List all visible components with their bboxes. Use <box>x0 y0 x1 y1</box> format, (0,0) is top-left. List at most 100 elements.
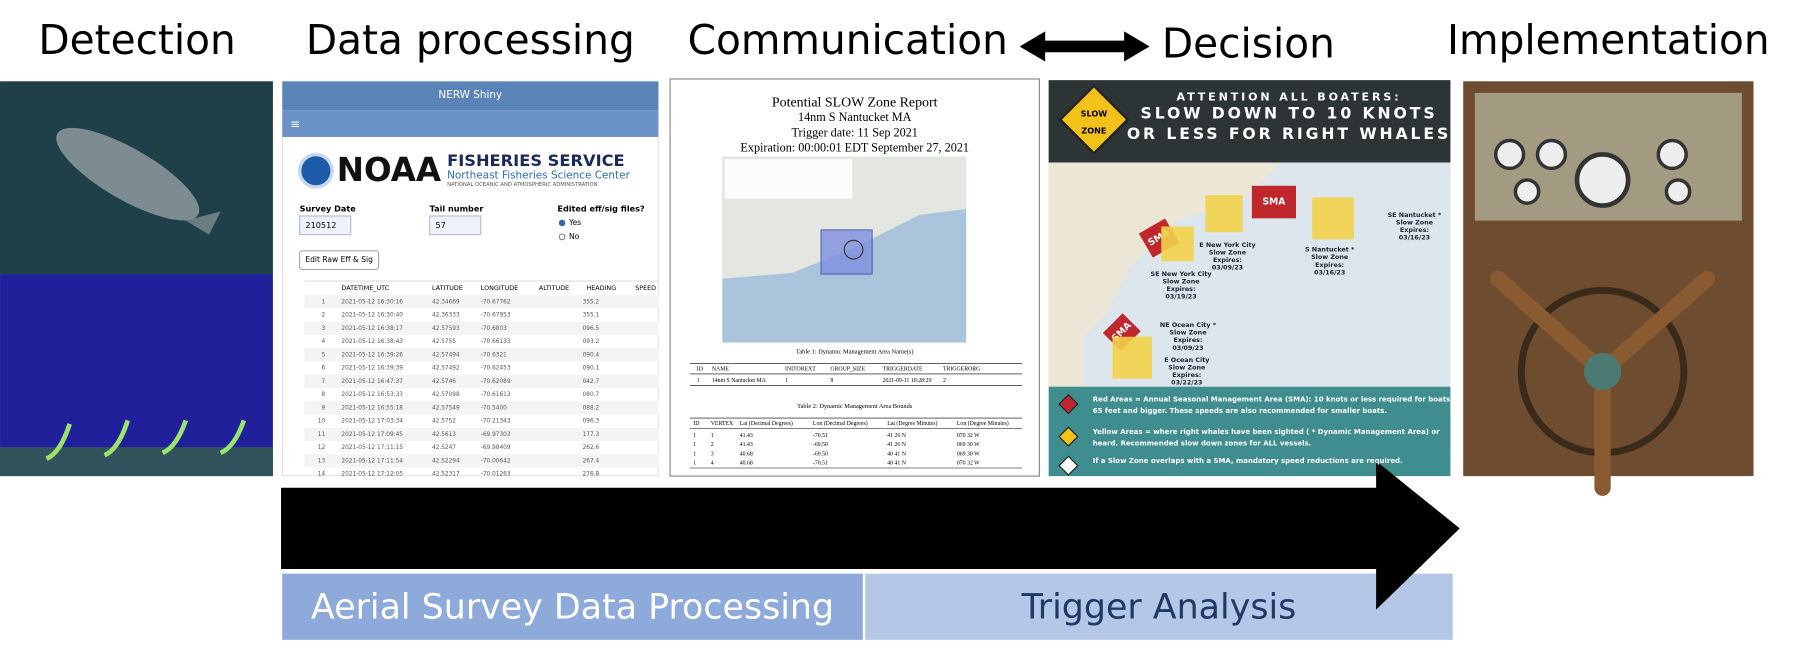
sighting <box>843 239 864 260</box>
button-label: Edit Raw Eff & Sig <box>305 255 373 264</box>
table-caption: Table 2: Dynamic Management Area Bounds <box>797 403 913 410</box>
table-cell: 42.57494 <box>432 352 460 358</box>
table-cell: 5 <box>321 352 325 358</box>
column-header: ALTITUDE <box>539 284 569 292</box>
table-cell: 080.7 <box>583 392 600 398</box>
table-header: Lat (Decimal Degrees) <box>740 420 793 427</box>
stage-heading: Implementation <box>1447 16 1770 64</box>
table-cell: 42.57098 <box>432 392 460 398</box>
sma-rect <box>1102 313 1141 352</box>
legend-text: Yellow Areas = where right whales have b… <box>1092 428 1440 436</box>
column-header: LATITUDE <box>432 284 463 292</box>
table-cell: 262.6 <box>583 445 600 451</box>
slow-zone <box>1205 195 1243 233</box>
zone-label: Slow Zone <box>1169 329 1207 337</box>
table-cell: 42.57549 <box>432 405 460 411</box>
field-value: 210512 <box>305 220 336 230</box>
table-cell: 42.52317 <box>432 472 460 478</box>
table-cell: 2021-05-12 16:53:33 <box>341 392 403 398</box>
table-cell: 3 <box>321 326 325 332</box>
gauge <box>1574 152 1631 208</box>
table-header: TRIGGERDATE <box>883 367 923 373</box>
row-stripe <box>304 321 659 336</box>
table-cell: 2021-05-12 16:39:26 <box>341 352 403 358</box>
report-title: Potential SLOW Zone Report <box>772 96 938 111</box>
spectrogram <box>0 274 273 477</box>
field-input <box>299 215 352 236</box>
row-stripe <box>304 454 659 468</box>
table-cell: 355.1 <box>583 313 600 319</box>
column-header: DATETIME_UTC <box>341 284 389 292</box>
table-cell: 8 <box>321 392 325 398</box>
table-cell: 7 <box>321 379 325 385</box>
table-cell: 090.1 <box>583 366 600 372</box>
table-cell: 4 <box>321 339 325 345</box>
spokes <box>1489 270 1716 496</box>
slow-zone-box <box>820 229 873 275</box>
table-cell: 355.2 <box>583 299 600 305</box>
table-caption: Table 1: Dynamic Management Area Name(s) <box>796 348 914 355</box>
table-header: VERTEX <box>711 421 734 427</box>
zone-label: Expires: <box>1400 226 1429 234</box>
legend-text: heard. Recommended slow down zones for A… <box>1093 440 1312 448</box>
table-cell: 1 <box>711 433 714 439</box>
zone-label: 03/16/23 <box>1399 233 1430 241</box>
table-cell: 069 30 W <box>957 451 980 457</box>
row-stripe <box>304 427 659 441</box>
table-cell: 042.7 <box>583 379 600 385</box>
table-cell: 40.68 <box>740 461 753 467</box>
table-header: GROUP_SIZE <box>830 367 865 373</box>
legend-icon <box>1058 394 1079 415</box>
double-arrow <box>1019 31 1150 62</box>
button <box>299 250 380 270</box>
zone-label: 03/09/23 <box>1212 264 1243 272</box>
sma-label: SMA <box>1262 197 1286 208</box>
zone-label: S Nantucket * <box>1305 246 1355 254</box>
column-header: SPEED <box>635 284 656 292</box>
table-cell: -70.67953 <box>481 313 511 319</box>
app-title: NERW Shiny <box>438 89 502 101</box>
radio <box>558 233 566 241</box>
table-cell: 1 <box>785 378 788 384</box>
shiny-app: NERW Shiny ≡ NOAA FISHERIES SERVICENortheas… <box>282 81 659 478</box>
spectrogram-band <box>0 447 273 477</box>
table-cell: 177.3 <box>583 432 600 438</box>
table-cell: -69.50 <box>813 442 828 448</box>
table-cell: 070 32 W <box>957 461 980 467</box>
table-cell: -69.50 <box>813 451 828 457</box>
table-cell: -70.66133 <box>481 339 511 345</box>
field-input <box>429 215 482 236</box>
table-cell: 090.4 <box>583 352 600 358</box>
table-cell: 41 26 N <box>887 433 906 439</box>
report-line: Expiration: 00:00:01 EDT September 27, 2… <box>740 140 969 154</box>
column-header: HEADING <box>586 284 616 292</box>
legend-text: If a Slow Zone overlaps with a SMA, mand… <box>1093 457 1403 465</box>
phase-bar <box>865 573 1453 640</box>
sma-rect <box>1251 185 1296 219</box>
legend-text: 65 feet and bigger. These speeds are als… <box>1093 407 1387 415</box>
table-cell: 1 <box>321 299 325 305</box>
map-legend <box>724 159 853 199</box>
row-stripe <box>304 348 659 362</box>
table-cell: -70.01263 <box>481 472 511 478</box>
stage-heading: Communication <box>688 16 1008 64</box>
table-cell: 1 <box>693 442 696 448</box>
table-cell: 1 <box>693 461 696 467</box>
center-name: Northeast Fisheries Science Center <box>447 169 630 181</box>
row-stripe <box>304 295 659 309</box>
table-cell: 2021-05-12 17:03:34 <box>341 419 403 425</box>
table-cell: 2021-05-12 16:38:17 <box>341 326 403 332</box>
app-nav <box>282 110 659 138</box>
table-cell: -70.5400 <box>481 405 507 411</box>
table-cell: -70.61613 <box>481 392 511 398</box>
table-cell: -70.67762 <box>481 299 511 305</box>
gauge <box>1493 138 1526 171</box>
table-cell: 3 <box>711 451 714 457</box>
table-cell: 40 41 N <box>887 451 906 457</box>
table-cell: 6 <box>321 366 325 372</box>
radio-option: No <box>569 232 580 241</box>
table-cell: -70.62453 <box>481 366 511 372</box>
table-cell: 096.3 <box>583 419 600 425</box>
phase-bar <box>282 573 863 640</box>
icon-text: SLOW <box>1081 108 1108 118</box>
